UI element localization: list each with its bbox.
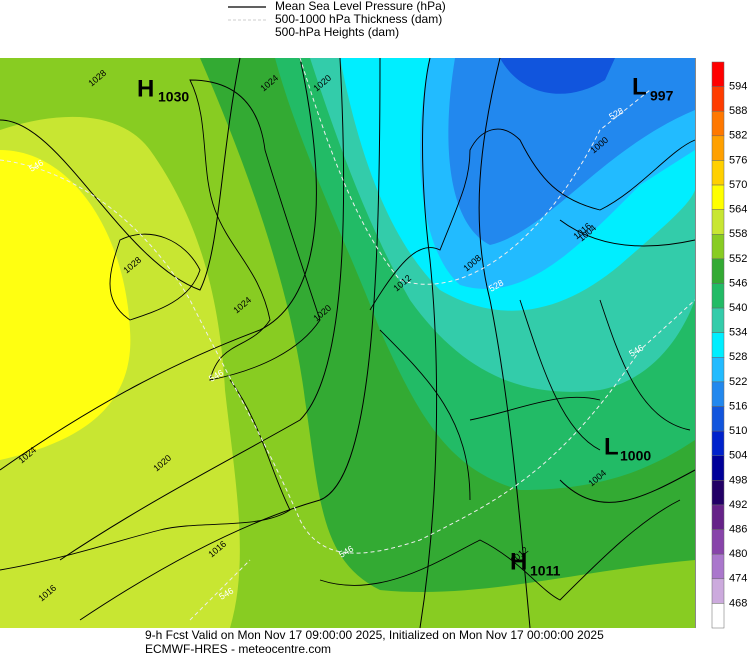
- colorbar-label: 564: [729, 204, 747, 216]
- isobar: [0, 57, 317, 471]
- colorbar-swatch: [711, 529, 725, 555]
- colorbar-label: 594: [729, 81, 747, 93]
- thickness-546b: [189, 559, 251, 621]
- isobar: [59, 57, 345, 561]
- coast-west: [0, 379, 291, 571]
- colorbar-swatch: [711, 381, 725, 407]
- colorbar-label: 516: [729, 400, 747, 412]
- colorbar-label: 570: [729, 179, 747, 191]
- center-letter: H: [510, 548, 527, 575]
- legend-mslp: Mean Sea Level Pressure (hPa): [275, 0, 446, 13]
- center-letter: L: [604, 433, 619, 460]
- colorbar-label: 546: [729, 277, 747, 289]
- colorbar-swatch: [711, 406, 725, 432]
- colorbar-label: 552: [729, 253, 747, 265]
- center-value: 1011: [530, 563, 561, 579]
- isobar: [0, 57, 241, 291]
- coast-north: [369, 128, 696, 311]
- center-letter: L: [632, 73, 647, 100]
- legend-thickness: 500-1000 hPa Thickness (dam): [275, 12, 442, 26]
- footer-valid: 9-h Fcst Valid on Mon Nov 17 09:00:00 20…: [145, 628, 604, 642]
- colorbar-label: 558: [729, 228, 747, 240]
- colorbar-swatch: [711, 480, 725, 506]
- colorbar-label: 510: [729, 425, 747, 437]
- map-fills: [0, 58, 695, 628]
- colorbar-label: 492: [729, 499, 747, 511]
- colorbar: 594 588 582 576 570 564 558 552 546 540 534 528 522 5…: [711, 61, 747, 629]
- map-border: [695, 58, 696, 628]
- legend-heights: 500-hPa Heights (dam): [275, 25, 399, 39]
- colorbar-swatch: [711, 209, 725, 235]
- isobars: [0, 57, 696, 629]
- fill-522: [448, 58, 695, 245]
- colorbar-label: 480: [729, 548, 747, 560]
- colorbar-label: 534: [729, 327, 747, 339]
- coast-britain: [189, 79, 321, 381]
- colorbar-swatch: [711, 61, 725, 87]
- colorbar-label: 528: [729, 351, 747, 363]
- thickness-546: [0, 159, 696, 554]
- colorbar-swatch: [711, 357, 725, 383]
- colorbar-swatch: [711, 430, 725, 456]
- colorbar-swatch: [711, 110, 725, 137]
- footer-source: ECMWF-HRES - meteocentre.com: [145, 642, 331, 656]
- colorbar-label: 540: [729, 302, 747, 314]
- colorbar-label: 498: [729, 474, 747, 486]
- center-value: 1030: [158, 89, 189, 105]
- colorbar-swatch: [711, 283, 725, 309]
- thickness-lines: [0, 57, 696, 621]
- colorbar-swatch: [711, 553, 725, 580]
- colorbar-swatch: [711, 578, 725, 604]
- colorbar-swatch: [711, 184, 725, 210]
- colorbar-swatch: [711, 504, 725, 530]
- isobar: [79, 57, 381, 621]
- colorbar-swatch: [711, 234, 725, 260]
- colorbar-swatch: [711, 135, 725, 161]
- center-value: 997: [650, 88, 674, 104]
- fill-576: [0, 150, 131, 460]
- colorbar-label: 522: [729, 376, 747, 388]
- colorbar-swatch: [711, 307, 725, 333]
- colorbar-label: 504: [729, 450, 747, 462]
- colorbar-label: 486: [729, 523, 747, 535]
- colorbar-label: 582: [729, 130, 747, 142]
- isobar: [419, 57, 438, 629]
- colorbar-swatch: [711, 455, 725, 481]
- fill-516: [500, 58, 615, 94]
- coast-ireland: [109, 233, 201, 321]
- colorbar-swatch: [711, 332, 725, 358]
- colorbar-swatch: [711, 86, 725, 112]
- colorbar-label: 576: [729, 154, 747, 166]
- center-value: 1000: [620, 448, 651, 464]
- center-letter: H: [137, 75, 154, 102]
- colorbar-label: 588: [729, 105, 747, 117]
- colorbar-label: 474: [729, 573, 747, 585]
- thickness-528: [299, 57, 651, 285]
- coast-south: [319, 499, 681, 601]
- colorbar-swatch: [711, 160, 725, 186]
- colorbar-label: 468: [729, 597, 747, 609]
- colorbar-swatch: [711, 603, 725, 629]
- coastlines: [0, 79, 696, 601]
- isobar: [559, 219, 696, 503]
- isobar: [478, 57, 531, 629]
- colorbar-swatch: [711, 258, 725, 284]
- borders: [379, 299, 691, 501]
